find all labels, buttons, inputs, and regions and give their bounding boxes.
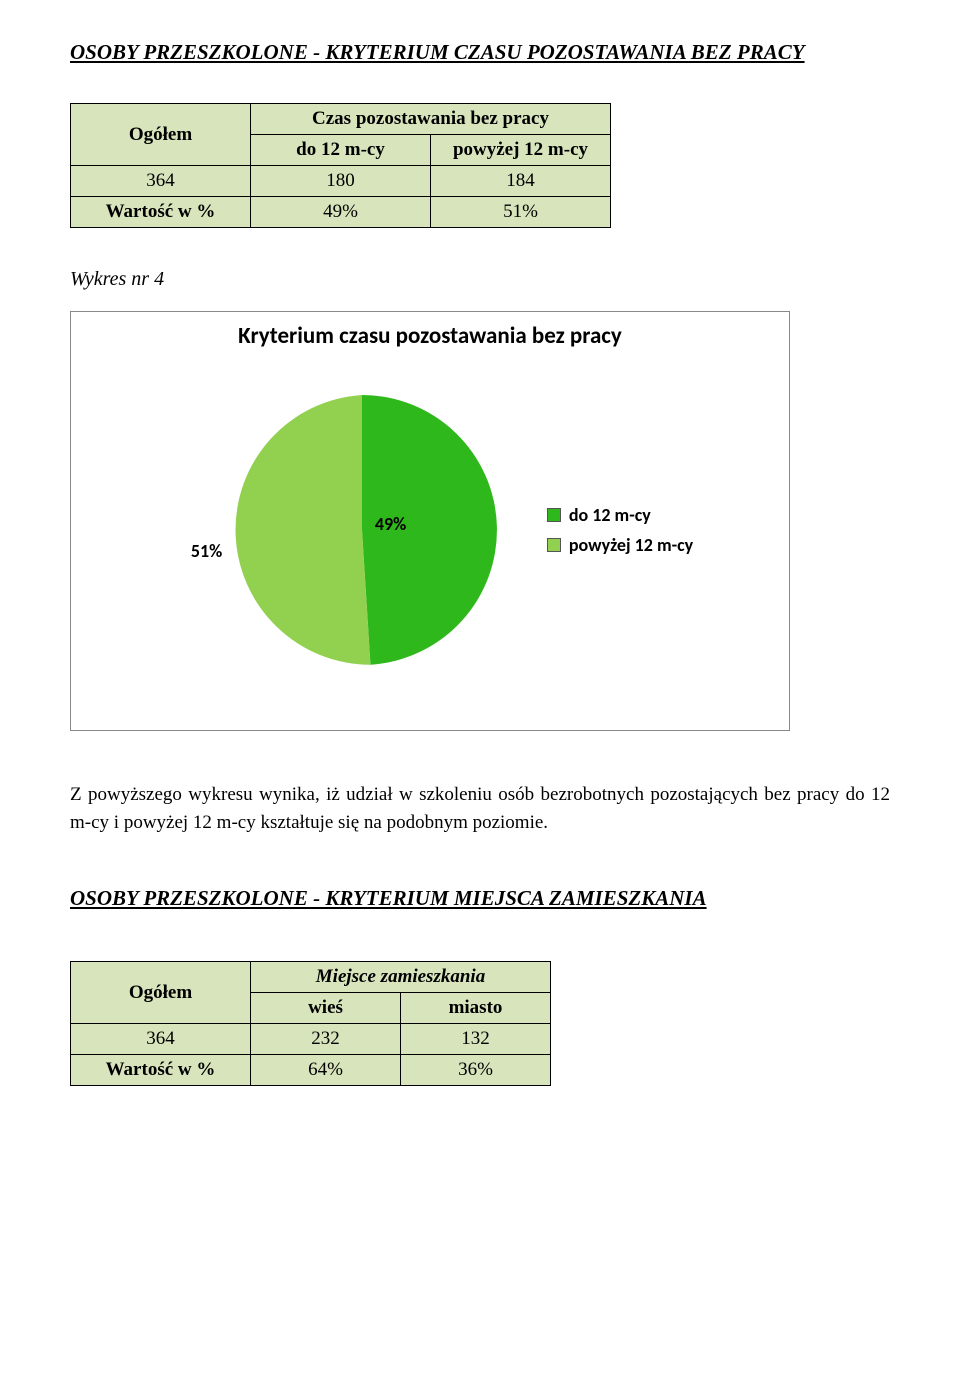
pie-pct-label-51: 51% bbox=[191, 540, 222, 562]
t2-h-wies: wieś bbox=[251, 993, 401, 1024]
chart-caption: Wykres nr 4 bbox=[70, 268, 890, 291]
t1-h-do12: do 12 m-cy bbox=[251, 135, 431, 166]
legend-item-0: do 12 m-cy bbox=[547, 504, 693, 526]
t1-r3-c1: 49% bbox=[251, 197, 431, 228]
legend-label-1: powyżej 12 m-cy bbox=[569, 534, 693, 556]
chart-legend: do 12 m-cy powyżej 12 m-cy bbox=[547, 496, 693, 564]
t1-h-ogolem: Ogółem bbox=[71, 104, 251, 166]
chart-title: Kryterium czasu pozostawania bez pracy bbox=[71, 322, 789, 350]
t2-h-ogolem-text: Ogółem bbox=[129, 982, 192, 1003]
analysis-paragraph: Z powyższego wykresu wynika, iż udział w… bbox=[70, 781, 890, 836]
section-heading-2: OSOBY PRZESZKOLONE - KRYTERIUM MIEJSCA Z… bbox=[70, 886, 890, 911]
t2-r2-c0: 364 bbox=[71, 1024, 251, 1055]
pie-slice-51 bbox=[235, 395, 370, 665]
legend-swatch-1 bbox=[547, 538, 561, 552]
section-heading-1: OSOBY PRZESZKOLONE - KRYTERIUM CZASU POZ… bbox=[70, 40, 890, 65]
pie-pct-label-49: 49% bbox=[375, 513, 406, 535]
t2-r3-c1: 64% bbox=[251, 1055, 401, 1086]
t2-h-ogolem: Ogółem bbox=[71, 962, 251, 1024]
chart-plot-area: 49% 51% do 12 m-cy powyżej 12 m-cy bbox=[71, 360, 789, 700]
table-miejsce-zamieszkania: Ogółem Miejsce zamieszkania wieś miasto … bbox=[70, 961, 551, 1086]
t1-h-pow12: powyżej 12 m-cy bbox=[431, 135, 611, 166]
t2-r2-c1: 232 bbox=[251, 1024, 401, 1055]
pie-svg bbox=[227, 395, 497, 665]
t1-h-ogolem-text: Ogółem bbox=[129, 124, 192, 145]
table-czas-pozostawania: Ogółem Czas pozostawania bez pracy do 12… bbox=[70, 103, 611, 228]
legend-item-1: powyżej 12 m-cy bbox=[547, 534, 693, 556]
t1-r2-c0: 364 bbox=[71, 166, 251, 197]
t2-r3-c0: Wartość w % bbox=[71, 1055, 251, 1086]
legend-label-0: do 12 m-cy bbox=[569, 504, 651, 526]
t2-r3-c2: 36% bbox=[401, 1055, 551, 1086]
t1-h-czas: Czas pozostawania bez pracy bbox=[251, 104, 611, 135]
legend-swatch-0 bbox=[547, 508, 561, 522]
t1-r2-c1: 180 bbox=[251, 166, 431, 197]
t2-h-miasto: miasto bbox=[401, 993, 551, 1024]
t2-h-miejsce: Miejsce zamieszkania bbox=[251, 962, 551, 993]
t2-r2-c2: 132 bbox=[401, 1024, 551, 1055]
t1-r3-c0: Wartość w % bbox=[71, 197, 251, 228]
pie-chart-box: Kryterium czasu pozostawania bez pracy 4… bbox=[70, 311, 790, 731]
t1-r3-c2: 51% bbox=[431, 197, 611, 228]
t1-r2-c2: 184 bbox=[431, 166, 611, 197]
pie-wrap: 49% 51% bbox=[227, 395, 497, 665]
